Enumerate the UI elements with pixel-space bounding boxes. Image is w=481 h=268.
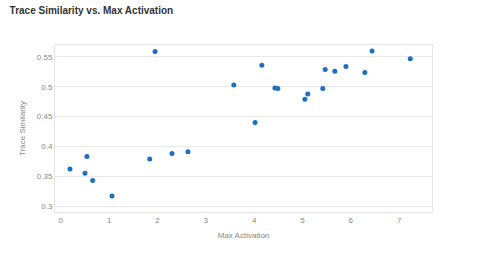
svg-text:7: 7 bbox=[397, 216, 402, 225]
svg-text:0.35: 0.35 bbox=[37, 172, 53, 181]
svg-text:0.3: 0.3 bbox=[41, 202, 53, 211]
svg-text:3: 3 bbox=[204, 216, 209, 225]
svg-text:1: 1 bbox=[107, 216, 112, 225]
svg-text:Max Activation: Max Activation bbox=[218, 231, 270, 240]
svg-text:4: 4 bbox=[252, 216, 257, 225]
svg-text:0.5: 0.5 bbox=[41, 83, 53, 92]
svg-text:6: 6 bbox=[349, 216, 354, 225]
svg-text:0.45: 0.45 bbox=[37, 112, 53, 121]
svg-text:0: 0 bbox=[59, 216, 64, 225]
svg-text:2: 2 bbox=[155, 216, 160, 225]
svg-text:Trace Similarity: Trace Similarity bbox=[18, 101, 27, 156]
svg-text:Trace Similarity vs. Max Activ: Trace Similarity vs. Max Activation bbox=[10, 5, 174, 16]
svg-text:0.55: 0.55 bbox=[37, 53, 53, 62]
svg-text:5: 5 bbox=[300, 216, 305, 225]
svg-text:0.4: 0.4 bbox=[41, 142, 53, 151]
